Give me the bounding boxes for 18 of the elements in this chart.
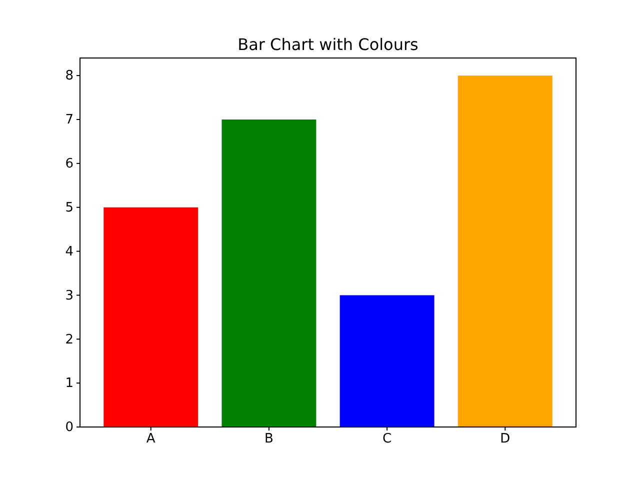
y-tick-label: 6: [65, 156, 74, 172]
y-tick-label: 0: [65, 420, 74, 436]
y-tick-label: 3: [65, 288, 74, 304]
chart-title: Bar Chart with Colours: [238, 35, 418, 54]
y-tick-label: 7: [65, 112, 74, 128]
bar: [222, 120, 316, 427]
y-tick-label: 1: [65, 376, 74, 392]
x-tick-label: A: [146, 432, 156, 447]
y-tick-label: 4: [65, 244, 74, 260]
y-tick-label: 2: [65, 332, 74, 348]
bar: [104, 207, 198, 427]
y-tick-label: 5: [65, 200, 74, 216]
x-tick-label: C: [382, 432, 392, 447]
y-tick-label: 8: [65, 68, 74, 84]
x-tick-label: D: [500, 432, 510, 447]
bar: [340, 295, 434, 427]
bar: [458, 76, 552, 427]
x-tick-label: B: [264, 432, 274, 447]
